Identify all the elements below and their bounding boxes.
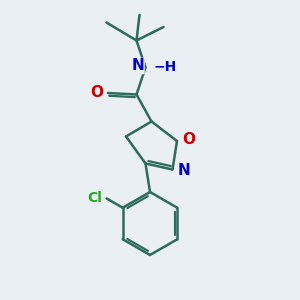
- Text: O: O: [182, 132, 195, 147]
- Text: O: O: [91, 85, 103, 100]
- Text: Cl: Cl: [87, 191, 102, 206]
- Text: −H: −H: [154, 60, 177, 74]
- Text: N: N: [131, 58, 144, 74]
- Text: N: N: [178, 163, 191, 178]
